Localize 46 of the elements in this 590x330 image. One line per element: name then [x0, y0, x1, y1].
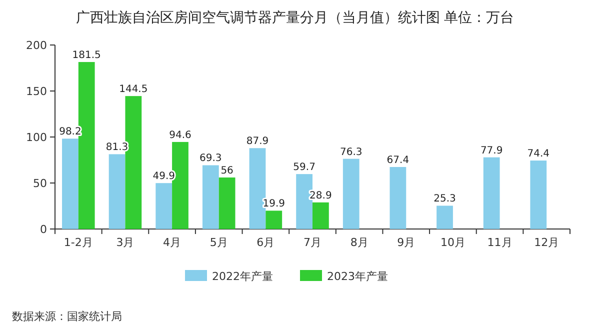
data-label: 76.3	[340, 146, 362, 158]
bar	[202, 165, 219, 229]
y-tick-label: 0	[40, 223, 47, 236]
data-label: 67.4	[386, 154, 410, 166]
source-note: 数据来源：国家统计局	[12, 310, 122, 323]
legend-label: 2022年产量	[212, 270, 273, 283]
bar	[266, 210, 282, 229]
x-tick-label: 9月	[397, 236, 416, 249]
y-tick-label: 100	[26, 131, 47, 144]
x-tick-label: 4月	[163, 236, 182, 249]
bar	[108, 154, 126, 229]
legend-label: 2023年产量	[327, 270, 388, 283]
data-label: 181.5	[72, 50, 101, 62]
bar	[483, 157, 500, 229]
x-tick-label: 11月	[487, 236, 512, 249]
x-tick-label: 6月	[256, 236, 275, 249]
x-tick-label: 10月	[440, 236, 466, 249]
x-tick-label: 3月	[116, 236, 134, 249]
bar	[342, 158, 360, 229]
data-label: 69.3	[200, 153, 222, 164]
data-label: 25.3	[434, 194, 456, 205]
x-tick-label: 8月	[350, 236, 368, 249]
data-label: 74.4	[527, 148, 550, 160]
bar	[436, 206, 453, 229]
y-tick-label: 50	[33, 177, 47, 190]
bar	[62, 138, 78, 229]
y-tick-label: 200	[26, 39, 47, 52]
data-label: 94.6	[169, 130, 192, 141]
bar	[312, 202, 329, 229]
data-label: 87.9	[246, 136, 269, 148]
x-tick-label: 7月	[304, 236, 322, 249]
chart-title: 广西壮族自治区房间空气调节器产量分月（当月值）统计图 单位：万台	[76, 10, 514, 26]
bar	[156, 183, 172, 229]
bar	[530, 160, 547, 229]
data-label: 56	[220, 165, 234, 176]
y-tick-label: 150	[26, 85, 47, 98]
x-tick-label: 1-2月	[64, 236, 93, 249]
data-label: 28.9	[310, 190, 332, 202]
bar	[218, 177, 236, 229]
bar	[390, 166, 406, 229]
data-label: 59.7	[293, 162, 316, 174]
data-label: 144.5	[119, 84, 148, 96]
x-tick-label: 5月	[210, 236, 228, 249]
data-label: 77.9	[480, 145, 503, 156]
x-tick-label: 12月	[534, 236, 560, 249]
data-label: 19.9	[262, 198, 286, 210]
